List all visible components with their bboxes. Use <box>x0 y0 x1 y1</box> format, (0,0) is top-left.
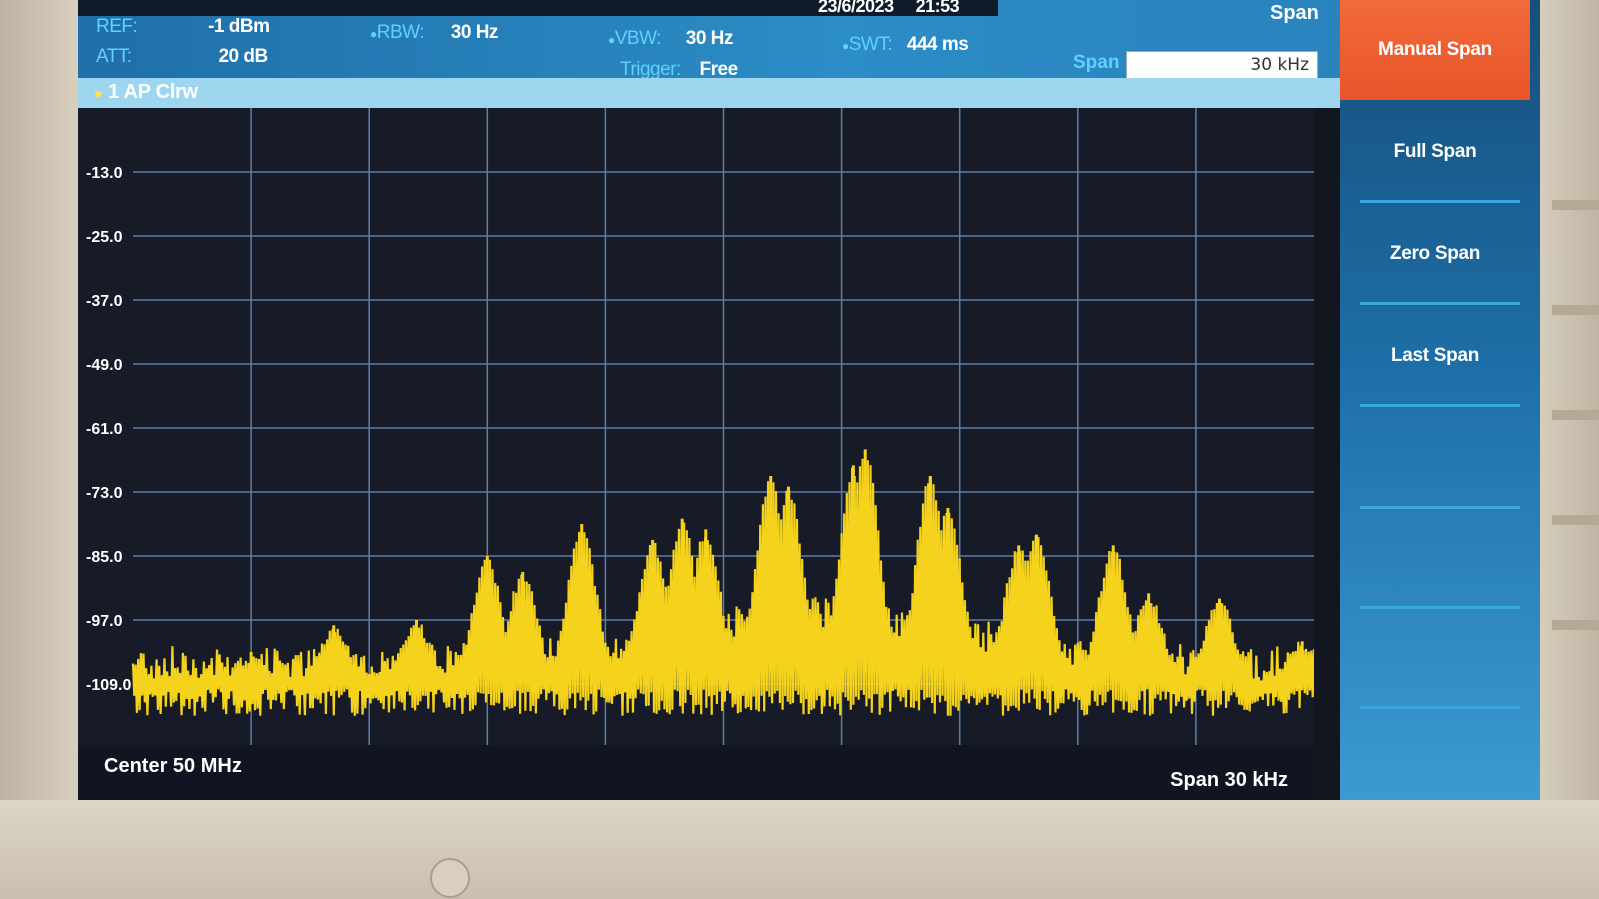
att-value: 20 dB <box>218 46 268 67</box>
vbw[interactable]: ●VBW: 30 Hz <box>608 28 733 50</box>
y-tick-label: -49.0 <box>86 357 123 374</box>
time: 21:53 <box>915 0 960 16</box>
bezel-notch <box>1552 410 1599 420</box>
swt-value: 444 ms <box>906 34 969 55</box>
spectrum-plot[interactable]: -13.0 -25.0 -37.0 -49.0 -61.0 -73.0 -85.0 -97.0… <box>78 108 1314 758</box>
softkey-full-span[interactable]: Full Span <box>1393 141 1477 162</box>
y-tick-label: -25.0 <box>86 229 123 246</box>
rbw-value: 30 Hz <box>450 22 499 43</box>
date-time: 23/6/2023 21:53 <box>818 0 960 17</box>
trace-dot-icon: ● <box>94 85 103 101</box>
trace-bar: ● 1 AP Clrw <box>78 78 1340 108</box>
bullet-icon: ● <box>608 33 615 47</box>
y-tick-label: -13.0 <box>86 165 123 182</box>
softkey-empty-6[interactable] <box>1340 510 1530 610</box>
swt-label: SWT: <box>848 34 893 55</box>
ref-value: -1 dBm <box>208 16 270 37</box>
trigger-value: Free <box>699 59 739 80</box>
softkey-divider <box>1360 706 1520 709</box>
spectrum-chart: -13.0 -25.0 -37.0 -49.0 -61.0 -73.0 -85.0 -97.0… <box>86 108 1314 748</box>
measurement-info-bar: 23/6/2023 21:53 REF: -1 dBm ATT: 20 dB ●R… <box>78 0 1340 81</box>
plot-footer: Center 50 MHz Span 30 kHz <box>78 745 1314 800</box>
softkey-divider <box>1360 506 1520 509</box>
trigger-label: Trigger: <box>620 59 681 80</box>
softkey-empty-5[interactable] <box>1340 408 1530 508</box>
date: 23/6/2023 <box>818 0 894 16</box>
trace-name: 1 AP Clrw <box>108 81 198 103</box>
softkey-divider <box>1360 302 1520 305</box>
softkey-zero-span[interactable]: Zero Span <box>1389 243 1481 264</box>
trace-label[interactable]: ● 1 AP Clrw <box>94 81 198 104</box>
softkey-last-span[interactable]: Last Span <box>1390 345 1480 366</box>
ref-level[interactable]: REF: -1 dBm <box>96 16 270 38</box>
ref-label: REF: <box>96 16 138 37</box>
vbw-value: 30 Hz <box>685 28 734 49</box>
attenuation[interactable]: ATT: 20 dB <box>96 46 268 68</box>
softkey-divider <box>1360 404 1520 407</box>
y-tick-label: -37.0 <box>86 293 123 310</box>
title-strip <box>78 0 998 16</box>
analyzer-screen: 23/6/2023 21:53 REF: -1 dBm ATT: 20 dB ●R… <box>78 0 1540 800</box>
instrument-bezel-bottom <box>0 800 1599 899</box>
bezel-notch <box>1552 620 1599 630</box>
y-tick-label: -61.0 <box>86 421 123 438</box>
front-panel-knob <box>430 858 470 898</box>
trigger[interactable]: Trigger: Free <box>620 59 738 81</box>
y-tick-label: -73.0 <box>86 485 123 502</box>
softkey-divider <box>1360 606 1520 609</box>
bezel-notch <box>1552 200 1599 210</box>
y-tick-label: -109.0 <box>86 677 131 694</box>
span-field-label: Span <box>1073 52 1120 73</box>
menu-title: Span <box>1270 2 1319 24</box>
vbw-label: VBW: <box>614 28 662 49</box>
bezel-notch <box>1552 305 1599 315</box>
trace-line-1 <box>131 453 1314 716</box>
instrument-bezel-right <box>1540 0 1599 899</box>
softkey-empty-7[interactable] <box>1340 610 1530 710</box>
bezel-notch <box>1552 515 1599 525</box>
rbw-label: RBW: <box>376 22 425 43</box>
rbw[interactable]: ●RBW: 30 Hz <box>370 22 498 44</box>
bullet-icon: ● <box>370 27 377 41</box>
bullet-icon: ● <box>842 39 849 53</box>
span-readout: Span 30 kHz <box>1170 769 1288 791</box>
softkey-divider <box>1360 200 1520 203</box>
center-frequency: Center 50 MHz <box>104 755 242 777</box>
span-input[interactable]: 30 kHz <box>1126 51 1318 79</box>
instrument-bezel-left <box>0 0 78 899</box>
att-label: ATT: <box>96 46 132 67</box>
y-tick-label: -85.0 <box>86 549 123 566</box>
softkey-manual-span[interactable]: Manual Span <box>1340 0 1530 100</box>
sweep-time[interactable]: ●SWT: 444 ms <box>842 34 969 56</box>
softkey-panel: Manual Span Full Span Zero Span Last Spa… <box>1340 0 1540 800</box>
y-tick-label: -97.0 <box>86 613 123 630</box>
